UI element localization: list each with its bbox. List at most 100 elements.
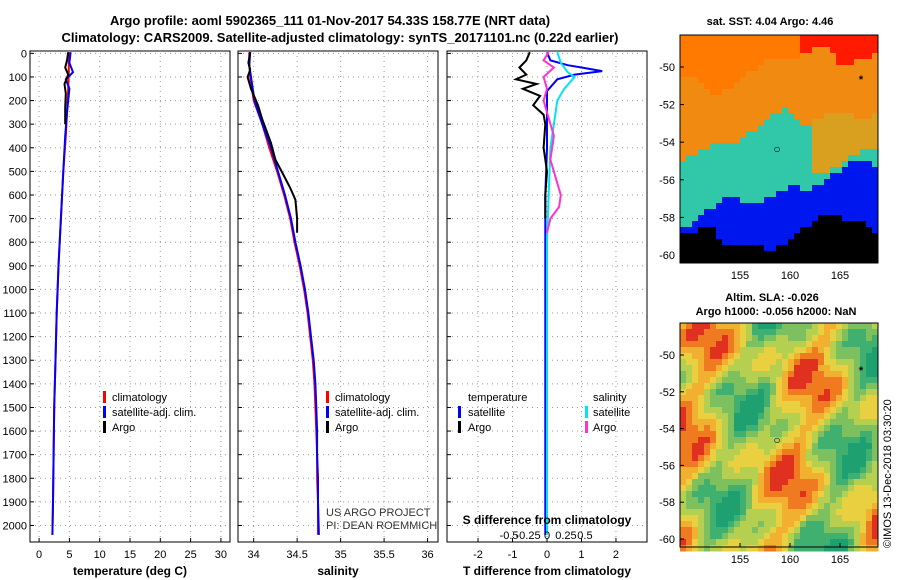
- sst-cell: [872, 149, 879, 156]
- sst-cell: [746, 113, 753, 120]
- sst-cell: [698, 167, 705, 174]
- sst-cell: [698, 83, 705, 90]
- sla-cell: [740, 503, 747, 510]
- sst-cell: [872, 71, 879, 78]
- sla-cell: [764, 503, 771, 510]
- sst-cell: [686, 119, 693, 126]
- sla-cell: [710, 407, 717, 414]
- sst-cell: [824, 65, 831, 72]
- sla-cell: [836, 503, 843, 510]
- sla-cell: [758, 521, 765, 528]
- sst-cell: [824, 245, 831, 252]
- sst-cell: [794, 131, 801, 138]
- sla-cell: [728, 503, 735, 510]
- sst-cell: [854, 131, 861, 138]
- sla-cell: [782, 533, 789, 540]
- sst-cell: [860, 53, 867, 60]
- sst-cell: [776, 65, 783, 72]
- sla-cell: [854, 329, 861, 336]
- sst-cell: [848, 143, 855, 150]
- sst-cell: [710, 185, 717, 192]
- sla-cell: [860, 485, 867, 492]
- sst-cell: [740, 221, 747, 228]
- sla-cell: [680, 341, 687, 348]
- sst-cell: [704, 185, 711, 192]
- sst-cell: [680, 59, 687, 66]
- sst-cell: [710, 257, 717, 264]
- sla-cell: [740, 371, 747, 378]
- sst-cell: [782, 35, 789, 42]
- sst-cell: [818, 65, 825, 72]
- sla-cell: [734, 335, 741, 342]
- sst-cell: [806, 227, 813, 234]
- sst-cell: [686, 107, 693, 114]
- sst-cell: [794, 83, 801, 90]
- sst-cell: [860, 257, 867, 264]
- series-line-temperature-argo: [512, 51, 549, 219]
- sst-cell: [740, 53, 747, 60]
- sst-cell: [782, 197, 789, 204]
- sla-cell: [722, 389, 729, 396]
- sla-cell: [800, 347, 807, 354]
- sla-cell: [692, 347, 699, 354]
- sla-cell: [782, 545, 789, 552]
- sla-cell: [716, 353, 723, 360]
- sst-cell: [842, 119, 849, 126]
- sla-cell: [746, 527, 753, 534]
- legend-climatology: climatology: [335, 392, 391, 404]
- sla-cell: [818, 497, 825, 504]
- sla-cell: [866, 401, 873, 408]
- sst-cell: [776, 95, 783, 102]
- sla-cell: [866, 347, 873, 354]
- sst-cell: [692, 77, 699, 84]
- sla-cell: [716, 371, 723, 378]
- sst-cell: [776, 41, 783, 48]
- sla-cell: [788, 347, 795, 354]
- sla-cell: [824, 389, 831, 396]
- sla-cell: [692, 545, 699, 552]
- sst-cell: [722, 149, 729, 156]
- sla-cell: [740, 443, 747, 450]
- sla-cell: [824, 437, 831, 444]
- sst-cell: [722, 191, 729, 198]
- sla-cell: [692, 533, 699, 540]
- sst-cell: [794, 251, 801, 258]
- sla-cell: [860, 329, 867, 336]
- sst-cell: [794, 71, 801, 78]
- sla-cell: [782, 383, 789, 390]
- sst-cell: [788, 245, 795, 252]
- sst-cell: [782, 149, 789, 156]
- sla-cell: [848, 329, 855, 336]
- sst-cell: [860, 149, 867, 156]
- sst-cell: [788, 113, 795, 120]
- sla-cell: [704, 539, 711, 546]
- sla-cell: [692, 377, 699, 384]
- sst-cell: [800, 233, 807, 240]
- sla-cell: [830, 461, 837, 468]
- sst-cell: [698, 209, 705, 216]
- sst-cell: [746, 239, 753, 246]
- sst-cell: [692, 227, 699, 234]
- sla-cell: [812, 479, 819, 486]
- map-lat-label: -52: [659, 387, 675, 399]
- sst-cell: [806, 107, 813, 114]
- sst-cell: [704, 239, 711, 246]
- sst-cell: [770, 131, 777, 138]
- sla-cell: [764, 539, 771, 546]
- sst-cell: [680, 227, 687, 234]
- sla-cell: [854, 545, 861, 552]
- sst-cell: [764, 59, 771, 66]
- sst-cell: [758, 71, 765, 78]
- sla-cell: [722, 455, 729, 462]
- sst-cell: [872, 35, 879, 42]
- sst-cell: [758, 161, 765, 168]
- sla-cell: [758, 461, 765, 468]
- sst-cell: [782, 113, 789, 120]
- sla-cell: [680, 377, 687, 384]
- s-tick-label: 0.25: [555, 530, 576, 542]
- sla-cell: [872, 521, 879, 528]
- sla-map-frame: [679, 322, 879, 548]
- sla-cell: [800, 383, 807, 390]
- sst-cell: [722, 227, 729, 234]
- sla-cell: [686, 425, 693, 432]
